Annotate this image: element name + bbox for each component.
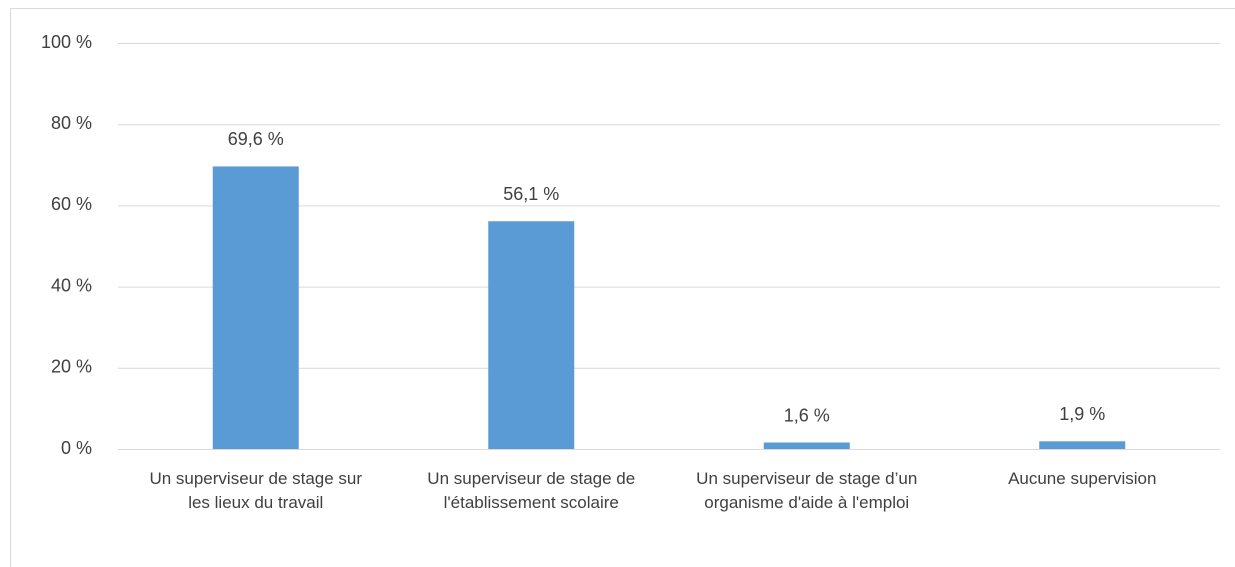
y-tick-label: 40 % (51, 275, 92, 295)
y-tick-label: 100 % (41, 32, 92, 52)
bar (488, 221, 575, 449)
value-label: 56,1 % (503, 184, 559, 204)
x-tick-label-box: Un superviseur de stage d’un organisme d… (696, 469, 918, 512)
x-tick-label-box: Un superviseur de stage sur les lieux du… (149, 469, 363, 512)
bar (763, 442, 850, 449)
x-tick-label: Un superviseur de stage de l'établisseme… (427, 469, 636, 512)
value-label: 1,6 % (784, 405, 830, 425)
value-label: 69,6 % (228, 129, 284, 149)
chart-frame (10, 8, 1235, 567)
x-tick-label: Un superviseur de stage sur les lieux du… (149, 469, 363, 512)
x-tick-label-box: Un superviseur de stage de l'établisseme… (427, 469, 636, 512)
y-tick-label: 60 % (51, 194, 92, 214)
x-tick-label-box: Aucune supervision (1008, 469, 1157, 488)
x-tick-label: Aucune supervision (1008, 469, 1157, 488)
x-tick-label: Un superviseur de stage d’un organisme d… (696, 469, 918, 512)
bar (1039, 441, 1126, 449)
value-label: 1,9 % (1059, 404, 1105, 424)
bar (212, 166, 299, 449)
y-tick-label: 20 % (51, 357, 92, 377)
y-tick-label: 0 % (61, 438, 92, 458)
y-tick-label: 80 % (51, 113, 92, 133)
